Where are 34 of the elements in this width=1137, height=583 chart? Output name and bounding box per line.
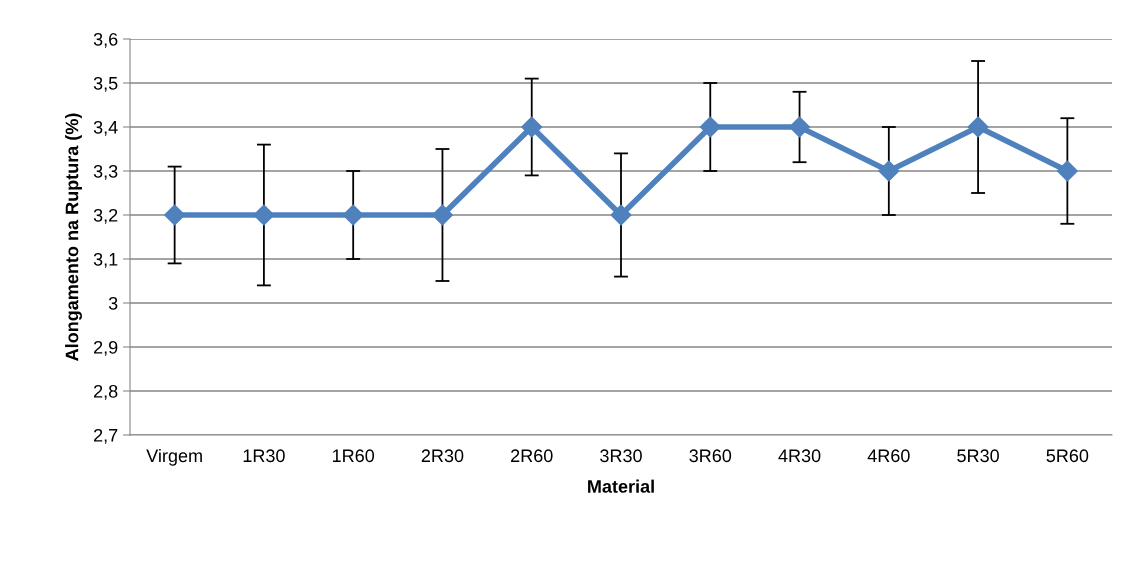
x-tick-label: 1R60 — [332, 449, 375, 463]
point — [431, 204, 453, 226]
point — [253, 204, 275, 226]
y-tick-label: 3,1 — [93, 252, 118, 268]
x-tick-label: 2R30 — [421, 449, 464, 463]
y-tick-label: 3,2 — [93, 208, 118, 224]
y-axis-title: Alongamento na Ruptura (%) — [65, 113, 82, 361]
y-tick-label: 3,3 — [93, 164, 118, 180]
point — [1056, 160, 1078, 182]
point — [967, 116, 989, 138]
x-tick-label: 3R60 — [689, 449, 732, 463]
x-tick-label: 2R60 — [511, 449, 553, 463]
y-tick-label: 2,7 — [94, 428, 118, 444]
point — [878, 160, 900, 182]
x-tick-label: 1R30 — [243, 449, 285, 463]
point — [699, 116, 721, 138]
x-tick-label: 4R60 — [867, 449, 910, 463]
point — [164, 204, 186, 226]
point — [610, 204, 632, 226]
x-tick-label: 5R60 — [1046, 449, 1089, 463]
x-axis-title: Material — [588, 479, 654, 493]
point — [342, 204, 364, 226]
x-tick-label: 3R30 — [600, 449, 642, 463]
x-tick-label: 4R30 — [778, 449, 821, 463]
x-tick-label: 5R30 — [957, 449, 999, 463]
y-tick-label: 3,5 — [93, 76, 118, 92]
y-tick-label: 3,4 — [93, 120, 118, 136]
point — [789, 116, 811, 138]
y-tick-label: 3,6 — [93, 32, 118, 48]
y-tick-label: 3 — [108, 296, 118, 310]
y-tick-label: 2,8 — [94, 384, 118, 400]
point — [521, 116, 543, 138]
y-tick-label: 2,9 — [94, 340, 118, 356]
x-tick-label: Virgem — [146, 448, 202, 466]
